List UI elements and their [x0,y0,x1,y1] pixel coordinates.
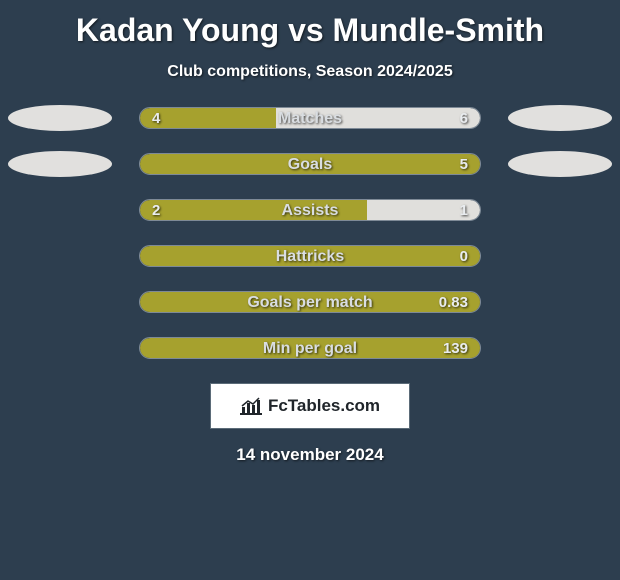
value-right: 1 [460,200,468,221]
player-right-oval [508,105,612,131]
bar-track: 0.83Goals per match [139,291,481,313]
page-title: Kadan Young vs Mundle-Smith [0,0,620,49]
player-left-oval [8,105,112,131]
comparison-row: 21Assists [0,199,620,221]
value-right: 0.83 [439,292,468,313]
bar-fill-left [140,200,367,220]
bar-track: 5Goals [139,153,481,175]
value-right: 0 [460,246,468,267]
branding-text: FcTables.com [268,396,380,416]
comparison-row: 5Goals [0,153,620,175]
bar-fill-left [140,292,480,312]
bar-fill-left [140,108,276,128]
bar-track: 139Min per goal [139,337,481,359]
comparison-row: 139Min per goal [0,337,620,359]
value-right: 139 [443,338,468,359]
value-left: 4 [152,108,160,129]
value-left: 2 [152,200,160,221]
datestamp: 14 november 2024 [0,445,620,465]
player-left-oval [8,151,112,177]
bar-track: 0Hattricks [139,245,481,267]
subtitle: Club competitions, Season 2024/2025 [0,63,620,81]
bar-fill-left [140,246,480,266]
chart-icon [240,397,262,415]
bar-fill-right [276,108,480,128]
bar-track: 46Matches [139,107,481,129]
bar-fill-left [140,338,480,358]
comparison-row: 0Hattricks [0,245,620,267]
comparison-rows: 46Matches5Goals21Assists0Hattricks0.83Go… [0,107,620,359]
comparison-row: 46Matches [0,107,620,129]
branding-badge: FcTables.com [210,383,410,429]
player-right-oval [508,151,612,177]
bar-fill-left [140,154,480,174]
value-right: 5 [460,154,468,175]
value-right: 6 [460,108,468,129]
bar-track: 21Assists [139,199,481,221]
comparison-row: 0.83Goals per match [0,291,620,313]
